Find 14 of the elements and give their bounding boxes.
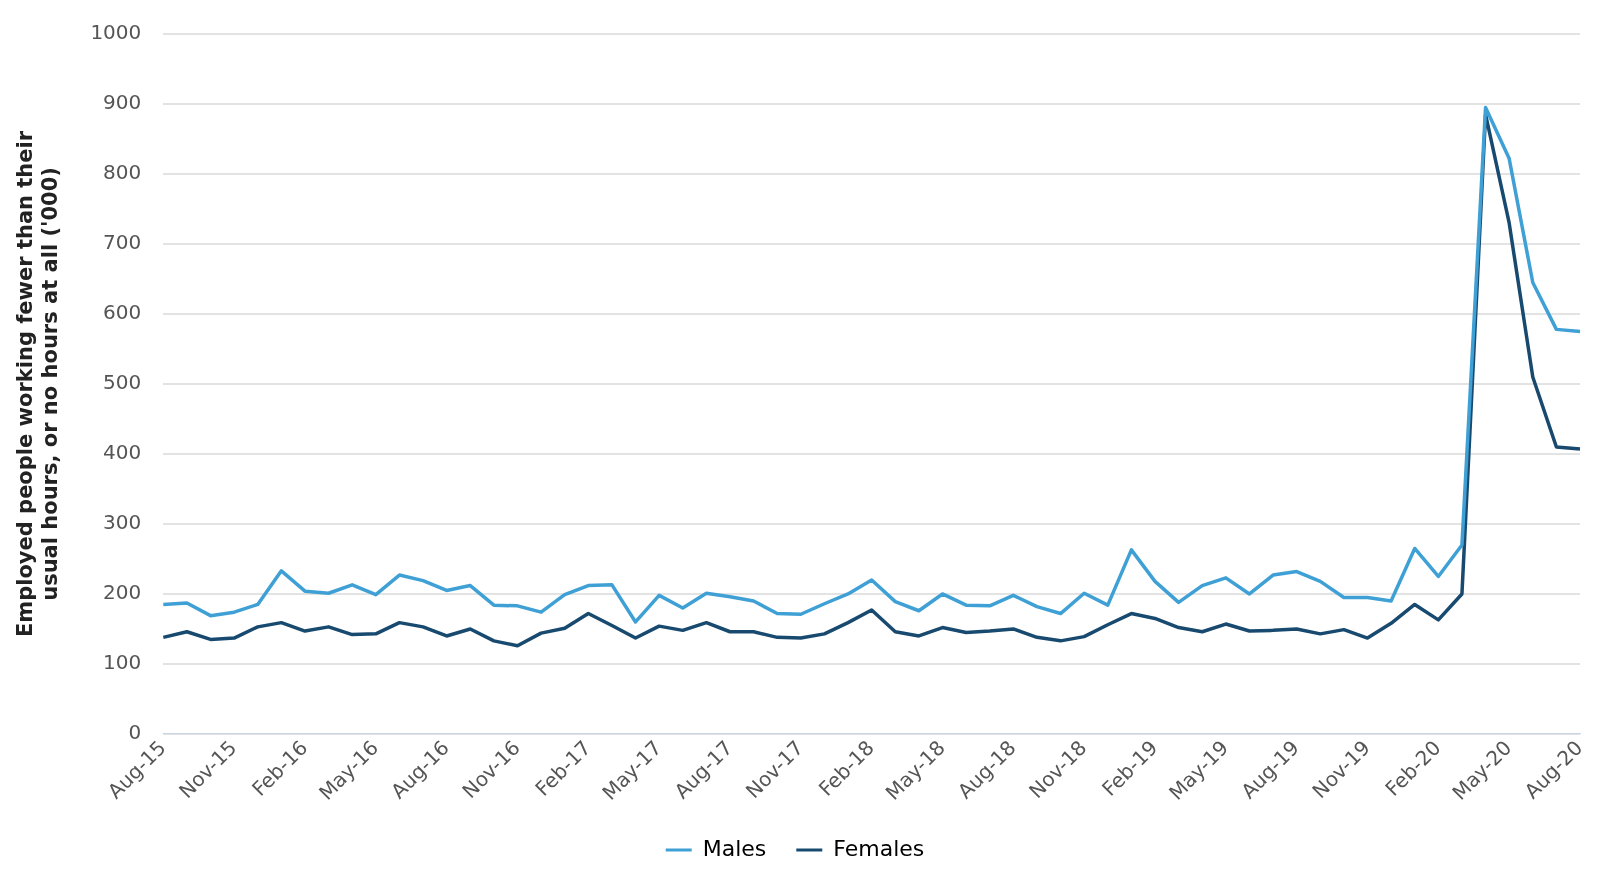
y-tick-label: 300 <box>103 510 142 535</box>
y-tick-label: 800 <box>103 160 142 185</box>
y-tick-label: 400 <box>103 440 142 465</box>
legend-label: Males <box>702 835 767 861</box>
y-tick-label: 200 <box>103 580 142 605</box>
y-tick-label: 700 <box>103 230 142 255</box>
y-tick-label: 1000 <box>90 20 142 45</box>
legend-label: Females <box>833 835 925 861</box>
y-tick-label: 500 <box>103 370 142 395</box>
y-tick-label: 100 <box>103 650 142 675</box>
y-tick-label: 900 <box>103 90 142 115</box>
y-axis-title: Employed people working fewer than their usual hours, or no hours at all ('000) <box>13 130 63 638</box>
y-tick-label: 0 <box>128 720 142 745</box>
y-tick-label: 600 <box>103 300 142 325</box>
